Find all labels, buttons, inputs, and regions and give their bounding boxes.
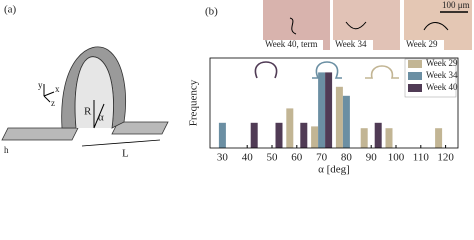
x-tick-label: 120 <box>437 152 454 164</box>
bar <box>311 126 319 148</box>
x-axis-label: α [deg] <box>318 164 350 176</box>
left-strip <box>1 127 79 141</box>
caption: Week 34 <box>335 39 367 49</box>
figure: (a) y x z R α h L (b) Week 40, term Week… <box>1 0 472 176</box>
bar <box>342 95 350 148</box>
caption-box <box>333 40 373 50</box>
shape-icon <box>254 61 278 79</box>
legend-label: Week 40 <box>426 82 458 92</box>
radius-line <box>93 103 105 129</box>
thickness-label: h <box>4 145 9 155</box>
bar <box>325 72 333 148</box>
shape-icon <box>365 65 399 79</box>
radius-label: R <box>84 106 92 118</box>
right-strip <box>111 121 169 135</box>
caption-box <box>404 40 444 50</box>
axis-label: y <box>38 80 43 90</box>
bar <box>300 122 308 148</box>
x-tick-label: 30 <box>217 152 229 164</box>
curve-trace <box>345 21 367 30</box>
legend-swatch <box>408 84 422 92</box>
curve-trace <box>423 22 449 31</box>
caption-box <box>263 40 323 50</box>
shape-icon <box>312 61 342 79</box>
axis-label: x <box>55 84 60 94</box>
bar <box>385 128 393 148</box>
x-tick-label: 50 <box>267 152 279 164</box>
x-tick-label: 40 <box>242 152 254 164</box>
bar <box>318 72 326 148</box>
legend-swatch <box>408 72 422 80</box>
bar <box>360 128 368 148</box>
panel-b: (b) Week 40, term Week 34 Week 29 100 μm <box>205 0 472 50</box>
bar <box>250 122 258 148</box>
x-tick-label: 60 <box>291 152 303 164</box>
curve-trace <box>289 17 297 35</box>
bar <box>218 122 226 148</box>
bar <box>374 122 382 148</box>
panel-label: (a) <box>4 4 17 16</box>
x-tick-label: 110 <box>413 152 430 164</box>
arch-inner <box>74 56 114 129</box>
plot-frame <box>209 57 459 149</box>
angle-label: α <box>98 112 104 124</box>
y-axis-label: Frequency <box>188 79 200 126</box>
x-tick-label: 90 <box>366 152 378 164</box>
length-dim <box>81 139 161 147</box>
legend-label: Week 34 <box>426 70 458 80</box>
chart: Frequency α [deg] 30 40 50 60 70 80 90 100 110 12… <box>188 57 459 176</box>
caption: Week 40, term <box>265 39 318 49</box>
x-tick-label: 80 <box>341 152 353 164</box>
caption: Week 29 <box>406 39 438 49</box>
panel-label: (b) <box>205 6 218 18</box>
panel-a: (a) y x z R α h L <box>1 4 169 160</box>
legend-label: Week 29 <box>426 58 458 68</box>
length-label: L <box>122 148 129 160</box>
bar <box>435 128 443 148</box>
axis-label: z <box>51 98 55 108</box>
bar <box>286 108 294 148</box>
legend-swatch <box>408 60 422 68</box>
scale-bar-label: 100 μm <box>442 0 470 10</box>
axis <box>43 95 51 103</box>
bar <box>335 86 343 148</box>
x-tick-label: 100 <box>388 152 405 164</box>
axis <box>43 91 55 97</box>
bar <box>275 122 283 148</box>
x-tick-label: 70 <box>316 152 328 164</box>
